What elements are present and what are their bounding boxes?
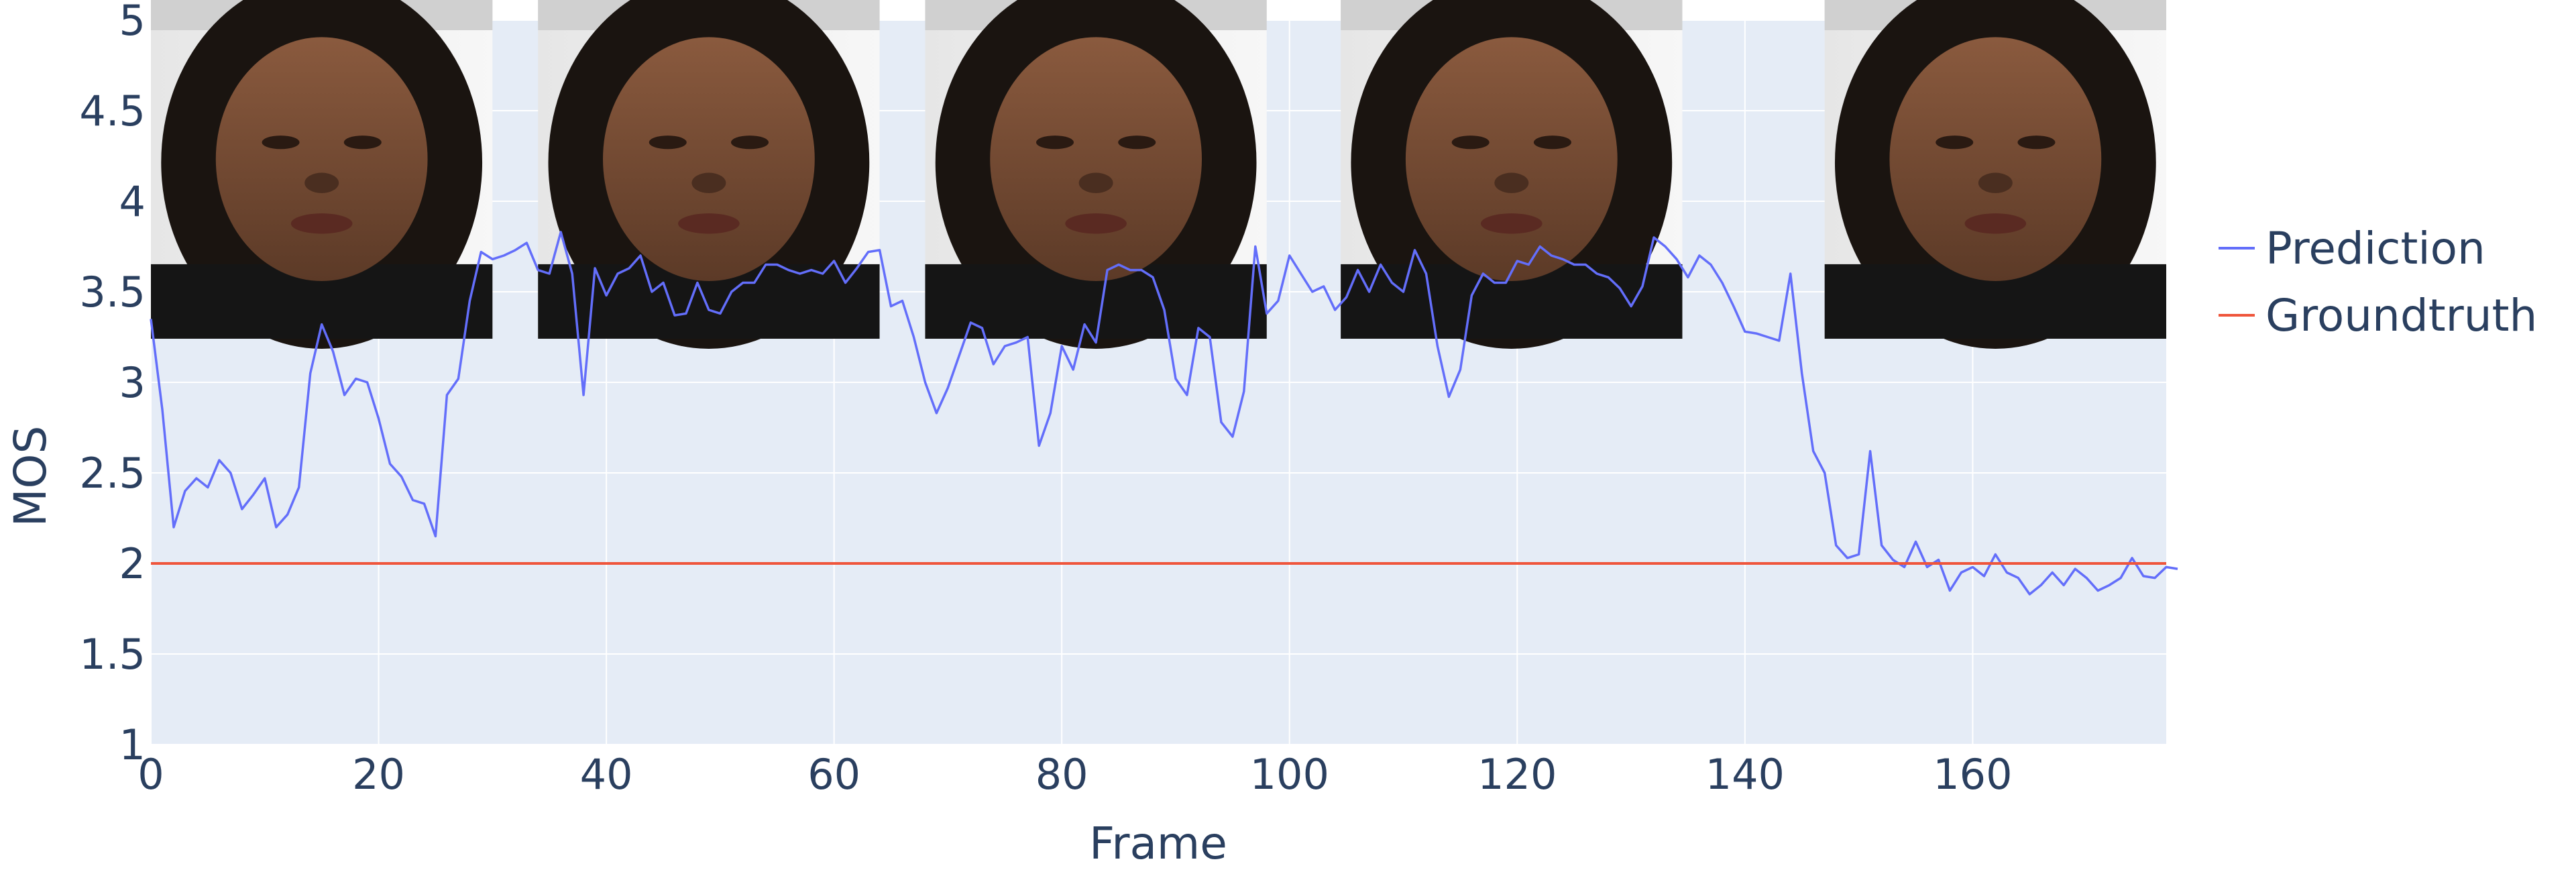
video-frame-1 bbox=[151, 0, 493, 349]
legend-label-prediction: Prediction bbox=[2265, 223, 2485, 274]
x-tick-label: 80 bbox=[1035, 750, 1088, 799]
x-tick-label: 100 bbox=[1250, 750, 1329, 799]
x-tick-label: 40 bbox=[580, 750, 633, 799]
x-tick-label: 20 bbox=[352, 750, 405, 799]
video-frame-5 bbox=[1824, 0, 2166, 349]
y-tick-label: 5 bbox=[119, 0, 146, 45]
y-axis-title: MOS bbox=[5, 426, 56, 527]
video-frame-3 bbox=[925, 0, 1267, 349]
legend-label-groundtruth: Groundtruth bbox=[2265, 290, 2537, 341]
series-lines bbox=[150, 231, 2178, 596]
series-line-prediction bbox=[150, 231, 2178, 596]
x-tick-label: 0 bbox=[137, 750, 164, 799]
y-tick-label: 2.5 bbox=[79, 449, 146, 498]
y-tick-label: 3 bbox=[119, 358, 146, 407]
x-tick-label: 160 bbox=[1933, 750, 2012, 799]
y-tick-label: 3.5 bbox=[79, 268, 146, 317]
x-tick-label: 120 bbox=[1477, 750, 1557, 799]
y-tick-label: 2 bbox=[119, 539, 146, 588]
video-frame-2 bbox=[538, 0, 880, 349]
y-tick-label: 4.5 bbox=[79, 87, 146, 135]
y-tick-label: 4 bbox=[119, 177, 146, 226]
video-frame-4 bbox=[1341, 0, 1683, 349]
y-tick-label: 1.5 bbox=[79, 630, 146, 679]
x-axis-title: Frame bbox=[1089, 818, 1227, 869]
thumbnail-strip bbox=[151, 0, 2166, 349]
x-tick-labels: 0 20 40 60 80 100 120 140 160 bbox=[137, 750, 2012, 799]
x-tick-label: 140 bbox=[1705, 750, 1785, 799]
y-tick-label: 1 bbox=[119, 720, 146, 769]
legend: Prediction Groundtruth bbox=[2219, 223, 2537, 341]
y-tick-labels: 1 1.5 2 2.5 3 3.5 4 4.5 5 bbox=[79, 0, 146, 769]
x-tick-label: 60 bbox=[807, 750, 860, 799]
